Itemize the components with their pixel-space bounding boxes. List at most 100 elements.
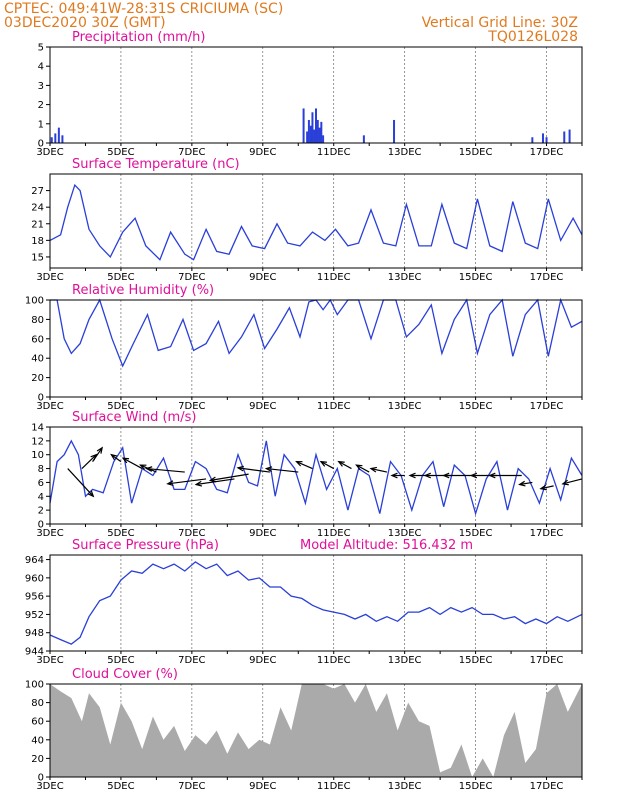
x-tick-label: 17DEC	[530, 655, 564, 666]
x-tick-label: 17DEC	[530, 147, 564, 158]
y-tick-label: 10	[31, 450, 44, 461]
panel-title: Relative Humidity (%)	[72, 283, 214, 298]
x-tick-label: 3DEC	[36, 655, 63, 666]
wind-arrow	[81, 454, 97, 470]
x-tick-label: 7DEC	[178, 781, 205, 792]
panel-title: Surface Wind (m/s)	[72, 410, 196, 425]
wind-arrow	[320, 461, 335, 470]
panel-title: Cloud Cover (%)	[72, 667, 178, 682]
precip-bar	[322, 135, 325, 143]
x-tick-label: 7DEC	[178, 272, 205, 283]
y-tick-label: 2	[38, 506, 44, 517]
precip-bar	[393, 119, 396, 143]
y-tick-label: 15	[31, 252, 44, 263]
wind-arrow-head	[423, 472, 431, 479]
y-tick-label: 944	[25, 647, 44, 658]
precip-bar	[563, 131, 566, 143]
y-tick-label: 3	[38, 81, 44, 92]
y-tick-label: 1	[38, 119, 44, 130]
series-line	[49, 561, 583, 645]
wind-arrow	[146, 467, 185, 473]
wind-arrow-head	[264, 466, 273, 473]
y-tick-label: 6	[38, 478, 44, 489]
cloud-cover-area	[50, 684, 582, 777]
precip-bar	[318, 127, 321, 143]
wind-arrow-head	[408, 472, 416, 479]
wind-arrow	[370, 467, 388, 473]
x-tick-label: 9DEC	[249, 781, 276, 792]
y-tick-label: 20	[31, 754, 44, 765]
x-tick-label: 9DEC	[249, 147, 276, 158]
x-tick-label: 13DEC	[388, 655, 422, 666]
wind-arrow	[562, 478, 583, 485]
y-tick-label: 40	[31, 735, 44, 746]
precip-bar	[311, 112, 314, 143]
y-tick-label: 14	[31, 423, 44, 434]
x-tick-label: 13DEC	[388, 147, 422, 158]
wind-arrow-head	[561, 479, 569, 486]
x-tick-label: 7DEC	[178, 147, 205, 158]
y-tick-label: 4	[38, 62, 44, 73]
x-tick-label: 13DEC	[388, 401, 422, 412]
panel-frame	[49, 554, 583, 652]
y-tick-label: 964	[25, 555, 44, 566]
x-tick-label: 5DEC	[107, 147, 134, 158]
y-tick-label: 60	[31, 717, 44, 728]
x-tick-label: 11DEC	[317, 655, 351, 666]
wind-arrow-head	[390, 472, 398, 479]
panel-1: 0 1 2 3 4 5 3DEC 5DEC 7DEC 9DEC 11DEC 13DEC 15DEC 17D…	[36, 30, 583, 158]
wind-arrow	[266, 467, 299, 473]
x-tick-label: 9DEC	[249, 655, 276, 666]
wind-arrow-head	[337, 460, 345, 467]
y-tick-label: 4	[38, 492, 44, 503]
precip-bar	[313, 129, 316, 143]
x-tick-label: 17DEC	[530, 272, 564, 283]
x-tick-label: 13DEC	[388, 272, 422, 283]
precip-bar	[320, 121, 323, 143]
x-tick-label: 15DEC	[459, 781, 493, 792]
wind-arrow-head	[166, 480, 174, 487]
x-tick-label: 17DEC	[530, 401, 564, 412]
y-tick-label: 24	[31, 203, 44, 214]
precip-bar	[362, 135, 365, 143]
x-tick-label: 7DEC	[178, 528, 205, 539]
wind-arrow-head	[539, 484, 547, 491]
y-tick-label: 952	[25, 610, 44, 621]
wind-arrow	[67, 468, 94, 497]
y-tick-label: 0	[38, 139, 44, 150]
x-tick-label: 13DEC	[388, 528, 422, 539]
precip-bar	[568, 129, 571, 143]
x-tick-label: 5DEC	[107, 781, 134, 792]
wind-arrow	[356, 464, 370, 473]
y-tick-label: 12	[31, 436, 44, 447]
wind-arrow	[519, 481, 533, 486]
precip-bar	[316, 119, 319, 143]
x-tick-label: 17DEC	[530, 781, 564, 792]
panel-3: 0 20 40 60 80 100 3DEC 5DEC 7DEC 9DEC 11DEC 13DEC 15…	[25, 283, 583, 412]
x-tick-label: 17DEC	[530, 528, 564, 539]
x-tick-label: 11DEC	[317, 401, 351, 412]
x-tick-label: 7DEC	[178, 401, 205, 412]
x-tick-label: 5DEC	[107, 655, 134, 666]
precip-bar	[309, 125, 312, 143]
y-tick-label: 60	[31, 334, 44, 345]
x-tick-label: 3DEC	[36, 401, 63, 412]
wind-arrow-head	[194, 480, 203, 487]
y-tick-label: 80	[31, 315, 44, 326]
y-tick-label: 948	[25, 628, 44, 639]
wind-arrow-head	[139, 464, 147, 470]
wind-arrow-head	[96, 446, 104, 454]
wind-arrow-head	[518, 480, 526, 487]
series-line	[49, 439, 583, 516]
y-tick-label: 2	[38, 100, 44, 111]
wind-arrow	[296, 461, 313, 470]
wind-arrow-head	[369, 466, 377, 473]
panel-frame	[49, 173, 583, 269]
panel-5: 944 948 952 956 960 964 3DEC 5DEC 7DEC 9DEC 11DEC 1…	[25, 538, 583, 666]
y-tick-label: 5	[38, 43, 44, 54]
panel-2: 15 18 21 24 27 3DEC 5DEC 7DEC 9DEC 11DEC 13DEC 15DE…	[31, 157, 583, 283]
panel-frame	[49, 426, 583, 525]
y-tick-label: 80	[31, 698, 44, 709]
y-tick-label: 18	[31, 236, 44, 247]
